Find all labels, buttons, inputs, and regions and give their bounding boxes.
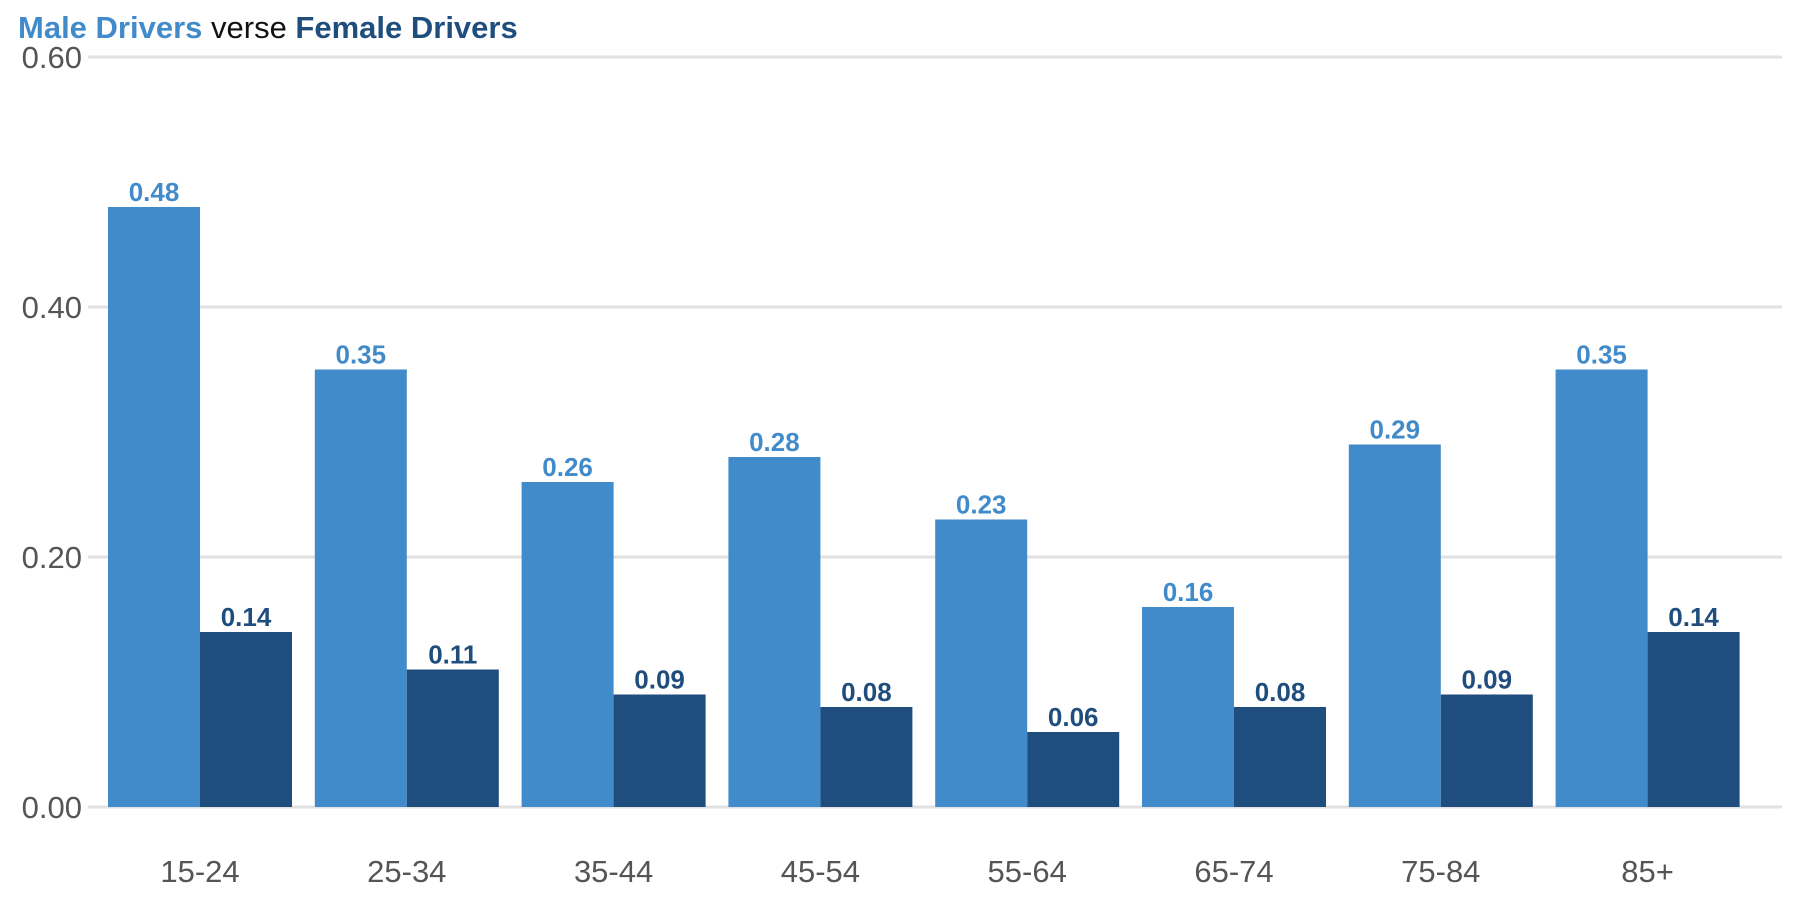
x-tick-label: 55-64 <box>988 854 1067 889</box>
male-bar-85+ <box>1555 369 1648 807</box>
male-value-label: 0.48 <box>129 177 180 207</box>
female-bar-85+ <box>1647 632 1740 807</box>
female-value-label: 0.08 <box>841 677 892 707</box>
female-value-label: 0.14 <box>221 602 272 632</box>
female-value-label: 0.09 <box>634 665 685 695</box>
x-tick-label: 35-44 <box>574 854 653 889</box>
female-bar-15-24 <box>200 632 292 807</box>
x-tick-label: 65-74 <box>1194 854 1273 889</box>
male-value-label: 0.35 <box>1576 340 1627 370</box>
male-bar-75-84 <box>1348 444 1441 807</box>
x-axis-ticks: 15-24 25-34 35-44 45-54 55-64 65-74 75-84 85+ <box>160 854 1674 889</box>
y-axis-ticks: 0.00 0.20 0.40 0.60 <box>22 40 82 825</box>
female-value-label: 0.11 <box>428 640 477 670</box>
male-value-label: 0.29 <box>1369 415 1420 445</box>
female-value-label: 0.14 <box>1668 602 1719 632</box>
title-male-drivers: Male Drivers <box>18 10 203 45</box>
female-value-label: 0.09 <box>1461 665 1512 695</box>
bars <box>108 207 1740 807</box>
title-female-drivers: Female Drivers <box>295 10 518 45</box>
male-value-label: 0.16 <box>1163 577 1214 607</box>
female-bar-25-34 <box>406 669 499 807</box>
x-tick-label: 75-84 <box>1401 854 1480 889</box>
male-bar-45-54 <box>728 457 821 807</box>
male-bar-35-44 <box>521 482 614 807</box>
y-tick-label: 0.40 <box>22 290 82 325</box>
male-value-label: 0.28 <box>749 427 800 457</box>
x-tick-label: 45-54 <box>781 854 860 889</box>
chart-title: Male Drivers verse Female Drivers <box>18 8 518 48</box>
y-tick-label: 0.20 <box>22 540 82 575</box>
female-bar-65-74 <box>1234 707 1326 807</box>
y-tick-label: 0.60 <box>22 40 82 75</box>
y-tick-label: 0.00 <box>22 790 82 825</box>
male-bar-25-34 <box>314 369 407 807</box>
male-value-label: 0.26 <box>542 452 593 482</box>
x-tick-label: 25-34 <box>367 854 446 889</box>
male-value-label: 0.35 <box>335 340 386 370</box>
female-bar-35-44 <box>613 694 706 807</box>
data-labels: 0.48 0.35 0.26 0.28 0.23 0.16 0.29 0.35 0.14 0.11… <box>129 177 1720 732</box>
male-value-label: 0.23 <box>956 490 1007 520</box>
x-tick-label: 85+ <box>1621 854 1674 889</box>
x-tick-label: 15-24 <box>160 854 239 889</box>
male-bar-65-74 <box>1142 607 1234 807</box>
female-bar-55-64 <box>1027 732 1120 807</box>
male-bar-15-24 <box>108 207 200 807</box>
female-value-label: 0.08 <box>1255 677 1306 707</box>
male-bar-55-64 <box>935 519 1028 807</box>
title-verse: verse <box>202 10 296 45</box>
female-bar-75-84 <box>1440 694 1533 807</box>
female-bar-45-54 <box>820 707 913 807</box>
female-value-label: 0.06 <box>1048 702 1099 732</box>
